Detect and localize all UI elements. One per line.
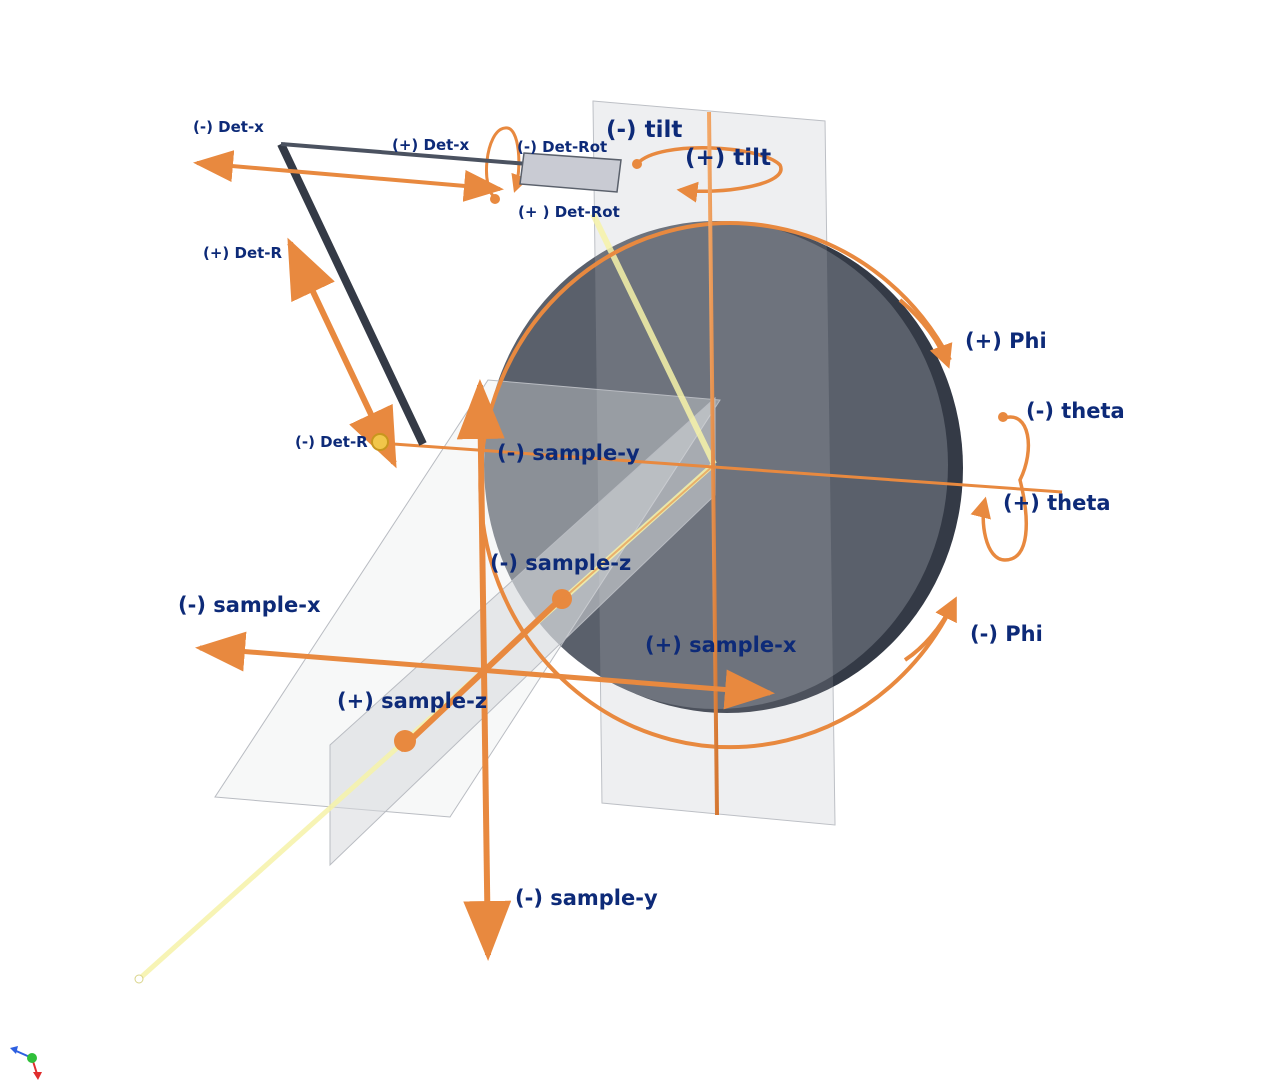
det-x-axis xyxy=(193,150,504,202)
det-r-pivot xyxy=(371,433,389,451)
theta-loop-end xyxy=(998,412,1008,422)
label-det-r-minus: (-) Det-R xyxy=(295,433,368,451)
label-det-x-plus: (+) Det-x xyxy=(392,136,470,154)
label-tilt-plus: (+) tilt xyxy=(685,145,771,171)
theta-loop xyxy=(970,415,1031,562)
label-sample-z-minus: (-) sample-z xyxy=(490,551,631,575)
tilt-loop-end xyxy=(632,159,642,169)
label-sample-x-plus: (+) sample-x xyxy=(645,633,797,657)
label-sample-x-minus: (-) sample-x xyxy=(178,593,321,617)
label-det-x-minus: (-) Det-x xyxy=(193,118,264,136)
detector xyxy=(519,152,622,193)
label-sample-y-bottom: (-) sample-y xyxy=(515,886,658,910)
label-det-rot-minus: (-) Det-Rot xyxy=(517,138,607,156)
axis-triad-icon xyxy=(10,1046,42,1080)
det-r-axis xyxy=(287,237,397,469)
label-det-r-plus: (+) Det-R xyxy=(203,244,283,262)
phi-minus-arrow xyxy=(903,596,957,662)
label-sample-y-top: (-) sample-y xyxy=(497,441,640,465)
tilt-loop xyxy=(636,146,783,203)
label-det-rot-plus: (+ ) Det-Rot xyxy=(518,203,620,221)
sample-to-disc-axis xyxy=(484,464,715,669)
label-theta-plus: (+) theta xyxy=(1003,491,1111,515)
label-phi-plus: (+) Phi xyxy=(965,329,1047,353)
label-sample-z-plus: (+) sample-z xyxy=(337,689,487,713)
det-rot-loop-end xyxy=(490,194,500,204)
phi-plus-arrow xyxy=(898,298,953,369)
sample-z-plus-cap xyxy=(394,730,416,752)
label-phi-minus: (-) Phi xyxy=(970,622,1043,646)
beam-source-point xyxy=(134,974,144,984)
label-tilt-minus: (-) tilt xyxy=(606,117,682,143)
detector-arm-diagonal xyxy=(277,142,427,446)
label-theta-minus: (-) theta xyxy=(1026,399,1125,423)
